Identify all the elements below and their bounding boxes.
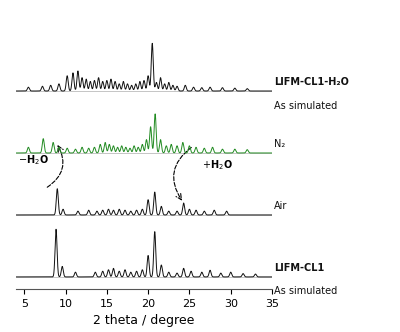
Text: As simulated: As simulated <box>274 287 337 296</box>
Text: $-$H$_2$O: $-$H$_2$O <box>18 153 48 167</box>
Text: $+$H$_2$O: $+$H$_2$O <box>202 158 233 172</box>
X-axis label: 2 theta / degree: 2 theta / degree <box>93 314 195 327</box>
Text: LIFM-CL1-H₂O: LIFM-CL1-H₂O <box>274 77 348 87</box>
Text: Air: Air <box>274 201 287 211</box>
Text: LIFM-CL1: LIFM-CL1 <box>274 263 324 273</box>
Text: As simulated: As simulated <box>274 101 337 111</box>
Text: N₂: N₂ <box>274 139 285 149</box>
